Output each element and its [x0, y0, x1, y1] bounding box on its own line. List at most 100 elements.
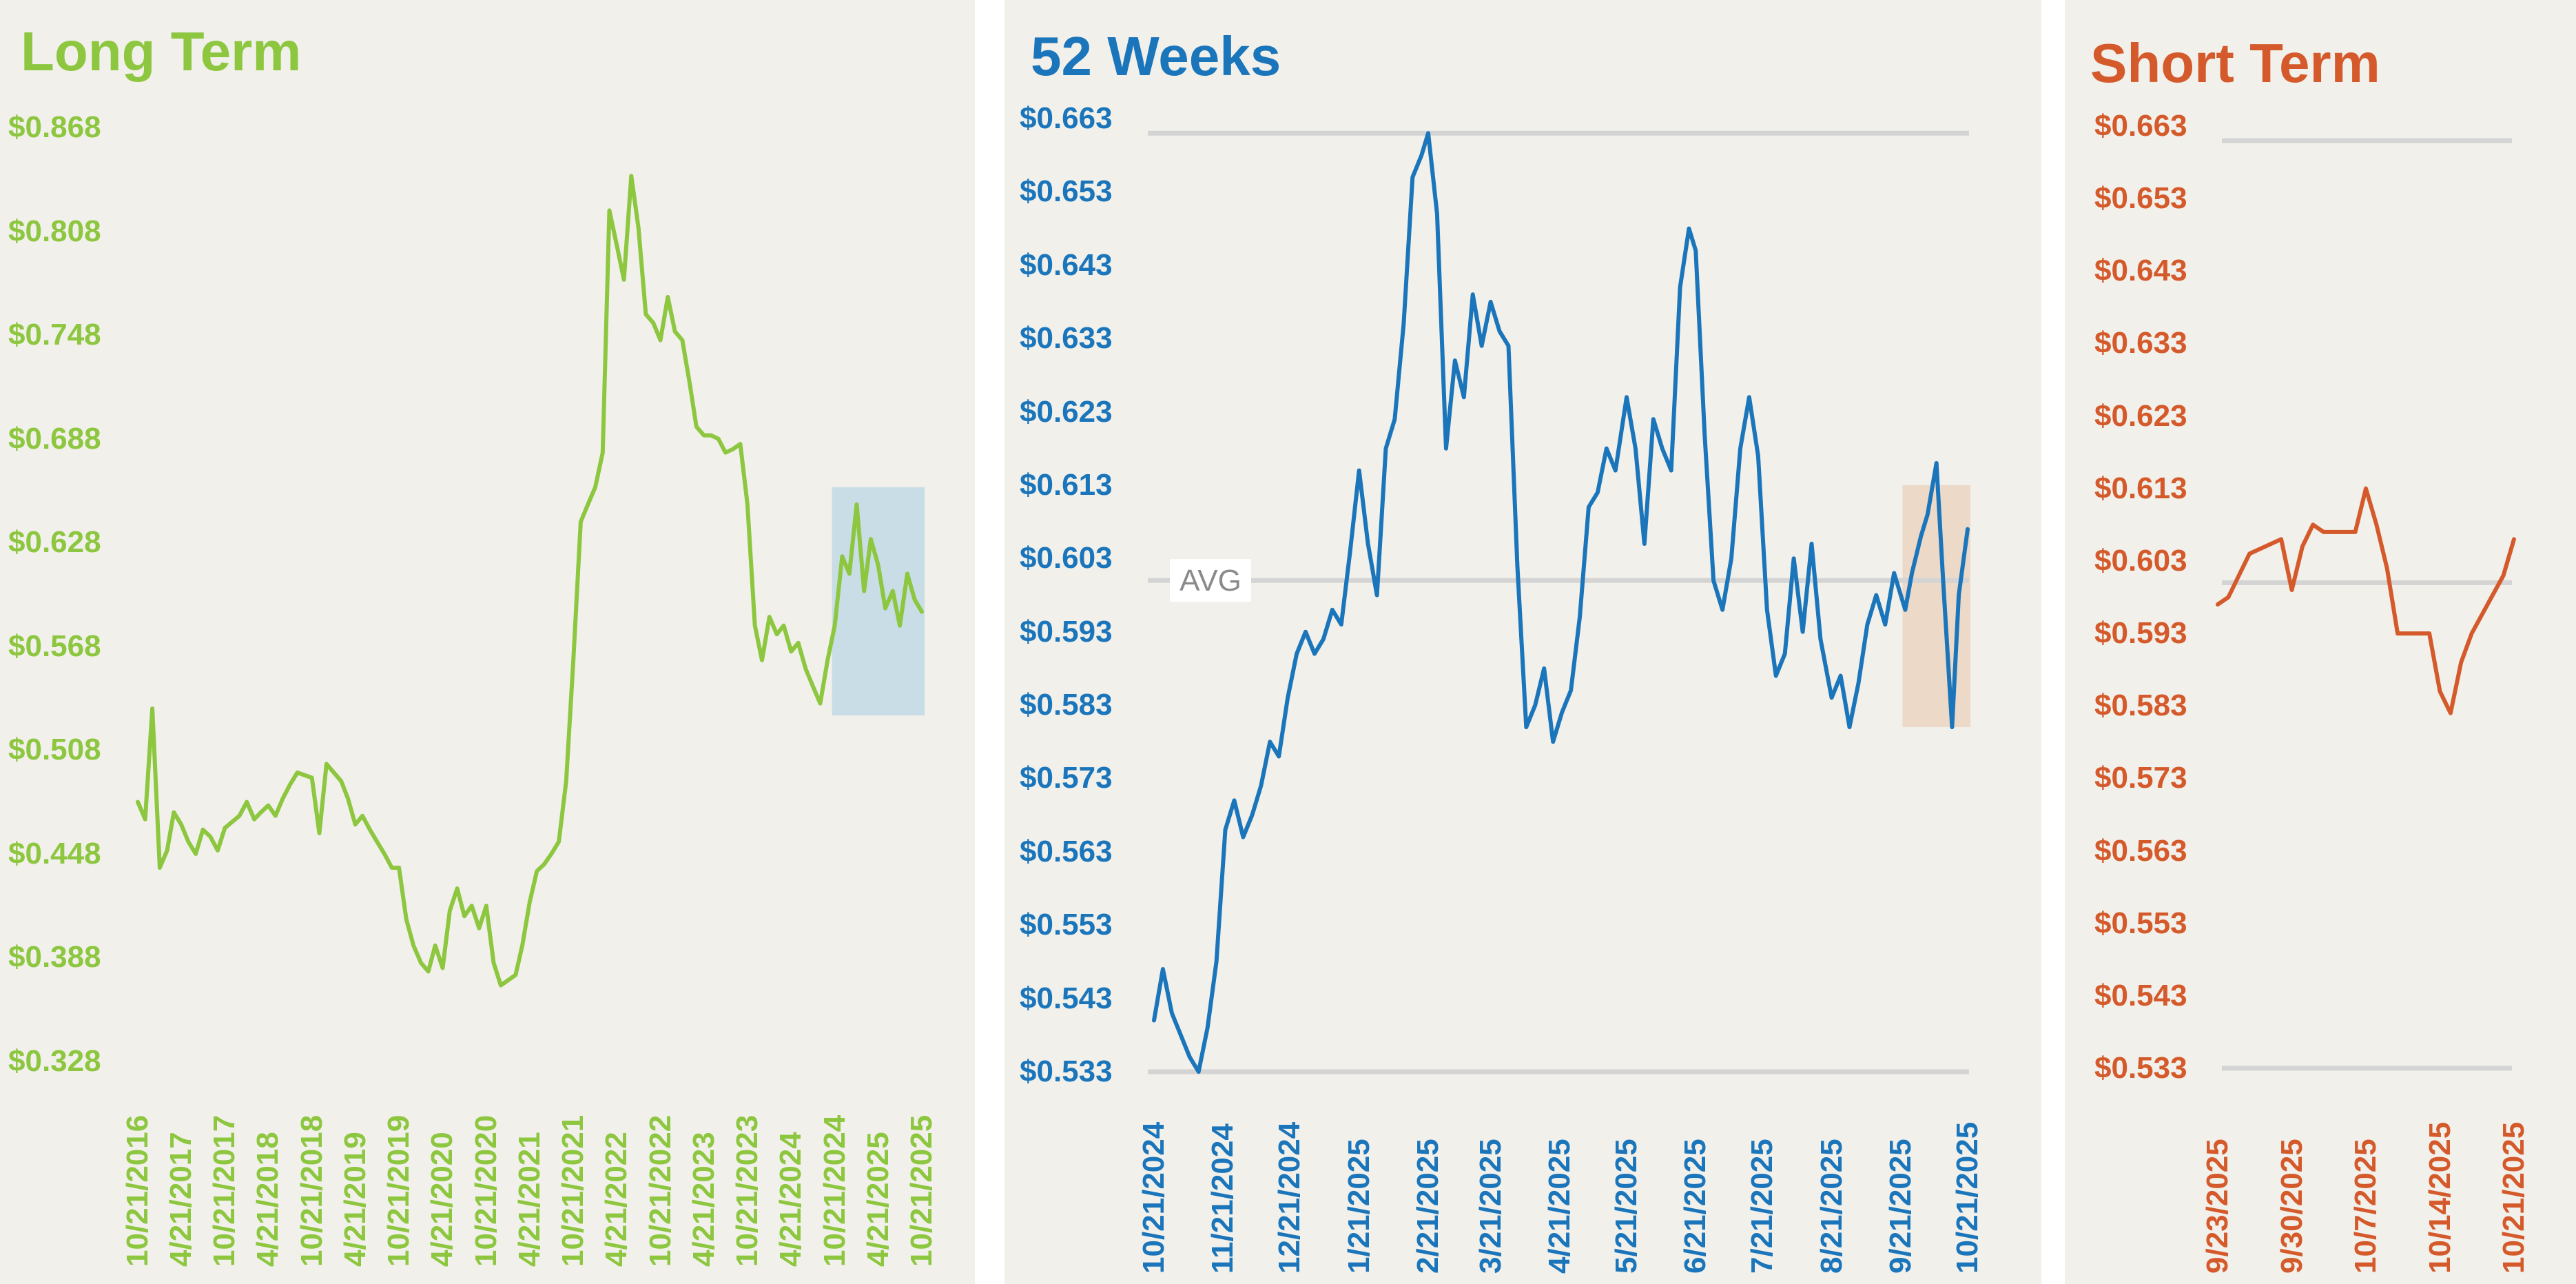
data-point: [1911, 573, 1913, 574]
data-point: [1543, 668, 1545, 669]
y-tick-label: $0.388: [8, 940, 101, 975]
y-tick-label: $0.613: [1020, 467, 1113, 502]
data-point: [2471, 633, 2473, 634]
data-point: [856, 504, 857, 505]
series-line: [136, 174, 924, 988]
data-point: [1884, 624, 1886, 625]
x-tick-label: 9/30/2025: [2274, 1139, 2309, 1274]
data-point: [849, 573, 850, 574]
data-point: [167, 850, 168, 851]
data-point: [1296, 653, 1297, 655]
data-point: [420, 962, 422, 964]
data-point: [1260, 785, 1261, 786]
data-point: [1412, 176, 1413, 178]
data-point: [566, 781, 567, 782]
data-point: [812, 685, 814, 686]
data-point: [689, 383, 690, 384]
x-tick-label: 4/21/2021: [512, 1132, 546, 1267]
data-point: [1242, 837, 1244, 838]
data-point: [892, 590, 894, 591]
data-point: [2503, 575, 2504, 576]
data-point: [187, 841, 189, 842]
data-point: [2227, 597, 2229, 598]
data-point: [696, 426, 697, 427]
data-point: [1323, 638, 1324, 640]
data-point: [1775, 675, 1777, 677]
y-tick-label: $0.593: [1020, 614, 1113, 649]
x-tick-label: 10/21/2024: [817, 1114, 852, 1267]
data-point: [181, 824, 182, 825]
y-tick-label: $0.563: [1020, 834, 1113, 868]
data-point: [254, 819, 255, 820]
y-tick-label: $0.448: [8, 836, 101, 870]
x-tick-label: 10/21/2017: [207, 1114, 242, 1267]
data-point: [289, 784, 291, 786]
data-point: [449, 910, 451, 912]
data-point: [391, 867, 393, 868]
y-tick-label: $0.663: [1020, 101, 1113, 135]
data-point: [1525, 726, 1527, 728]
x-tick-label: 10/21/2019: [382, 1114, 416, 1267]
data-point: [137, 802, 138, 803]
data-point: [1481, 345, 1483, 347]
data-point: [674, 331, 676, 332]
x-tick-label: 11/21/2024: [1206, 1123, 1240, 1274]
data-point: [544, 864, 545, 865]
data-point: [1454, 360, 1456, 361]
data-point: [260, 812, 262, 813]
data-point: [1857, 682, 1859, 684]
data-point: [369, 829, 371, 830]
data-point: [384, 853, 385, 855]
data-point: [457, 888, 458, 889]
data-point: [2450, 713, 2451, 714]
x-tick-label: 10/7/2025: [2349, 1139, 2382, 1274]
data-point: [1579, 616, 1580, 618]
data-point: [899, 625, 900, 626]
x-tick-label: 3/21/2025: [1473, 1139, 1507, 1274]
x-tick-label: 8/21/2025: [1814, 1139, 1848, 1274]
data-point: [1802, 631, 1804, 633]
data-point: [1341, 624, 1342, 625]
y-tick-label: $0.633: [1020, 321, 1113, 356]
data-point: [2302, 546, 2303, 547]
data-point: [1534, 704, 1536, 706]
data-point: [1499, 331, 1501, 332]
x-tick-label: 10/21/2016: [121, 1114, 154, 1267]
y-tick-label: $0.553: [2094, 906, 2187, 940]
data-point: [1653, 418, 1654, 420]
data-point: [152, 708, 153, 709]
data-point: [1516, 565, 1518, 567]
data-point: [1189, 1057, 1191, 1058]
x-tick-label: 9/23/2025: [2201, 1139, 2234, 1274]
y-tick-label: $0.613: [2094, 471, 2187, 505]
y-tick-label: $0.583: [2094, 689, 2187, 723]
data-point: [2387, 567, 2388, 569]
data-point: [754, 625, 756, 626]
data-point: [159, 867, 161, 868]
x-tick-label: 7/21/2025: [1745, 1139, 1780, 1274]
data-point: [1207, 1027, 1208, 1028]
data-point: [1180, 1035, 1182, 1036]
data-point: [1695, 249, 1696, 251]
x-tick-label: 10/21/2024: [1137, 1121, 1171, 1274]
data-point: [209, 836, 211, 837]
data-point: [630, 175, 632, 176]
x-tick-label: 2/21/2025: [1410, 1139, 1445, 1274]
y-tick-label: $0.328: [8, 1044, 101, 1078]
data-point: [1403, 323, 1404, 325]
data-point: [1552, 741, 1554, 742]
data-point: [841, 556, 843, 557]
data-point: [2513, 538, 2515, 540]
x-tick-label: 5/21/2025: [1609, 1139, 1643, 1274]
data-point: [1740, 448, 1741, 449]
data-point: [1866, 624, 1868, 625]
data-point: [1644, 543, 1645, 544]
data-point: [1570, 690, 1572, 691]
data-point: [1490, 301, 1492, 303]
y-tick-label: $0.583: [1020, 688, 1113, 722]
data-point: [652, 323, 654, 324]
data-point: [2429, 633, 2430, 634]
data-point: [1436, 213, 1438, 214]
y-tick-label: $0.653: [1020, 174, 1113, 209]
y-tick-label: $0.808: [8, 214, 101, 248]
